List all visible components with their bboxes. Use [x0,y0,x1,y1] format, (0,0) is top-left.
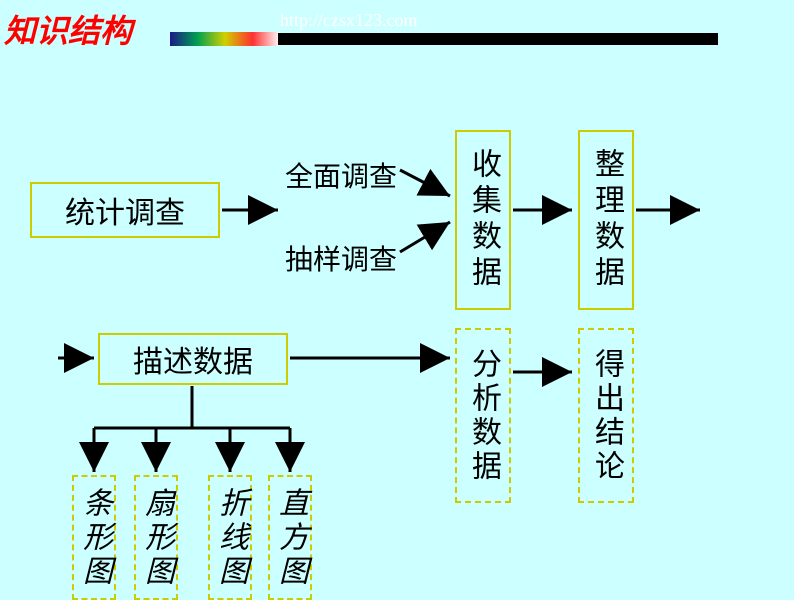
arrows-overlay [0,0,794,596]
node-bar-chart: 条形图 [72,475,116,600]
node-survey: 统计调查 [30,182,220,238]
page-title: 知识结构 [4,6,132,52]
node-organize: 整理数据 [578,130,634,310]
node-pie-chart: 扇形图 [134,475,178,600]
header-black-bar [278,33,718,45]
node-conclude: 得出结论 [578,328,634,503]
header-gradient-bar [170,32,280,46]
node-describe: 描述数据 [98,333,288,385]
watermark-url: http://czsx123.com [280,10,417,31]
node-histogram: 直方图 [268,475,312,600]
node-full-survey: 全面调查 [285,155,397,195]
node-collect: 收集数据 [455,130,511,310]
node-sample-survey: 抽样调查 [285,238,397,278]
node-line-chart: 折线图 [208,475,252,600]
node-analyze: 分析数据 [455,328,511,503]
